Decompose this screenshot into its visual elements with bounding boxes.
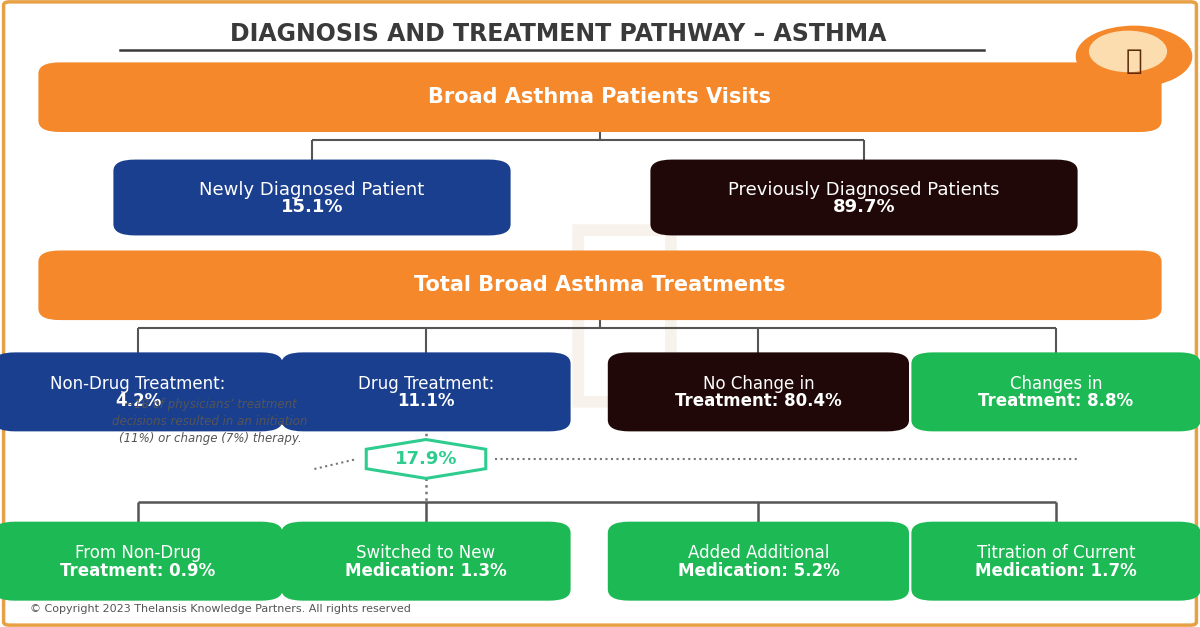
Text: Non-Drug Treatment:: Non-Drug Treatment: (50, 375, 226, 393)
Text: 🌳: 🌳 (562, 213, 686, 414)
Text: Titration of Current: Titration of Current (977, 544, 1135, 562)
Text: Newly Diagnosed Patient: Newly Diagnosed Patient (199, 181, 425, 199)
Text: © Copyright 2023 Thelansis Knowledge Partners. All rights reserved: © Copyright 2023 Thelansis Knowledge Par… (30, 604, 410, 614)
Text: ~18 of physicians’ treatment
decisions resulted in an initiation
(11%) or change: ~18 of physicians’ treatment decisions r… (113, 398, 307, 445)
FancyBboxPatch shape (607, 522, 910, 601)
Polygon shape (366, 440, 486, 478)
Text: Added Additional: Added Additional (688, 544, 829, 562)
Circle shape (1076, 26, 1192, 87)
Text: From Non-Drug: From Non-Drug (74, 544, 202, 562)
Text: Treatment: 0.9%: Treatment: 0.9% (60, 562, 216, 580)
FancyBboxPatch shape (0, 352, 283, 431)
Text: DIAGNOSIS AND TREATMENT PATHWAY – ASTHMA: DIAGNOSIS AND TREATMENT PATHWAY – ASTHMA (230, 23, 886, 46)
FancyBboxPatch shape (282, 352, 571, 431)
Text: Drug Treatment:: Drug Treatment: (358, 375, 494, 393)
FancyBboxPatch shape (912, 352, 1200, 431)
Text: 🌳: 🌳 (1126, 48, 1142, 75)
Text: Total Broad Asthma Treatments: Total Broad Asthma Treatments (414, 275, 786, 295)
FancyBboxPatch shape (4, 2, 1196, 625)
FancyBboxPatch shape (38, 250, 1162, 320)
FancyBboxPatch shape (114, 159, 511, 235)
Text: Switched to New: Switched to New (356, 544, 496, 562)
Text: Medication: 1.3%: Medication: 1.3% (346, 562, 506, 580)
Text: 11.1%: 11.1% (397, 393, 455, 411)
FancyBboxPatch shape (38, 63, 1162, 132)
Text: No Change in: No Change in (702, 375, 815, 393)
Text: Changes in: Changes in (1009, 375, 1103, 393)
Text: Previously Diagnosed Patients: Previously Diagnosed Patients (728, 181, 1000, 199)
Text: Broad Asthma Patients Visits: Broad Asthma Patients Visits (428, 87, 772, 107)
FancyBboxPatch shape (650, 159, 1078, 235)
FancyBboxPatch shape (912, 522, 1200, 601)
Text: Medication: 1.7%: Medication: 1.7% (976, 562, 1136, 580)
Text: 89.7%: 89.7% (833, 198, 895, 216)
Circle shape (1090, 31, 1166, 71)
Text: 4.2%: 4.2% (115, 393, 161, 411)
Text: 17.9%: 17.9% (395, 450, 457, 468)
Text: Medication: 5.2%: Medication: 5.2% (678, 562, 839, 580)
FancyBboxPatch shape (607, 352, 910, 431)
Text: 15.1%: 15.1% (281, 198, 343, 216)
Text: Treatment: 8.8%: Treatment: 8.8% (978, 393, 1134, 411)
Text: Treatment: 80.4%: Treatment: 80.4% (676, 393, 841, 411)
FancyBboxPatch shape (0, 522, 283, 601)
FancyBboxPatch shape (282, 522, 571, 601)
